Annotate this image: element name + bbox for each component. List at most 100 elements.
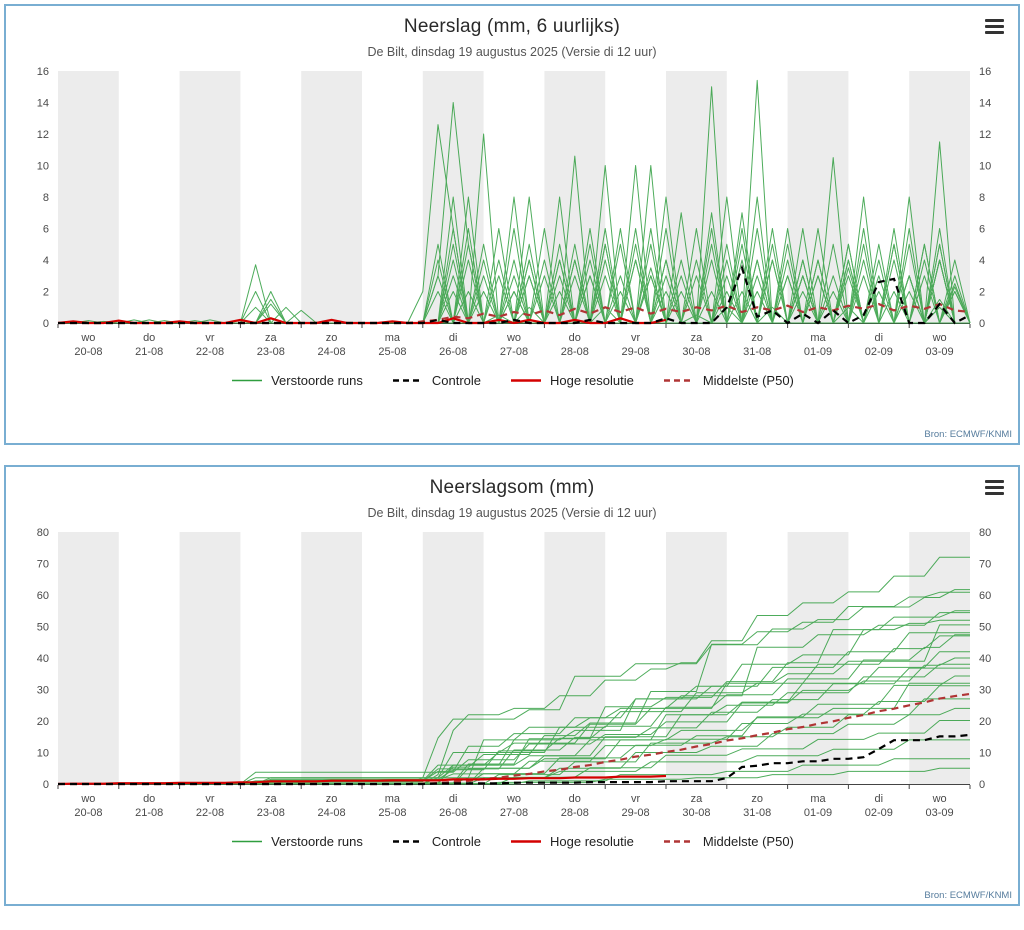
day-name-label: wo	[506, 332, 521, 344]
y-tick-label-left: 16	[37, 66, 49, 78]
y-tick-label-left: 2	[43, 287, 49, 299]
legend-item-verstoorde-runs[interactable]: Verstoorde runs	[230, 373, 363, 388]
day-name-label: vr	[631, 332, 641, 344]
day-name-label: do	[569, 793, 581, 805]
green-line-icon	[232, 379, 263, 382]
y-tick-label-left: 10	[37, 748, 49, 760]
hamburger-menu-icon[interactable]	[985, 480, 1004, 495]
day-date-label: 23-08	[257, 346, 285, 358]
day-name-label: zo	[751, 332, 763, 344]
day-name-label: zo	[326, 793, 338, 805]
legend-item-hoge-resolutie[interactable]: Hoge resolutie	[509, 834, 634, 849]
y-tick-label-right: 50	[979, 622, 991, 634]
page: Neerslag (mm, 6 uurlijks) De Bilt, dinsd…	[4, 4, 1020, 906]
day-name-label: di	[449, 332, 458, 344]
legend-label: Hoge resolutie	[550, 834, 634, 849]
day-date-label: 27-08	[500, 346, 528, 358]
precipitation-sum-panel: Neerslagsom (mm) De Bilt, dinsdag 19 aug…	[4, 465, 1020, 906]
precipitation-panel: Neerslag (mm, 6 uurlijks) De Bilt, dinsd…	[4, 4, 1020, 445]
day-name-label: wo	[932, 793, 947, 805]
darkred-dashed-line-icon	[663, 379, 694, 382]
y-tick-label-left: 70	[37, 559, 49, 571]
y-tick-label-left: 50	[37, 622, 49, 634]
day-name-label: di	[449, 793, 458, 805]
y-axis-labels: 0 0 2 2 4 4 6 6 8 8 10 10 12 12 14 14 16 16	[37, 66, 992, 330]
legend-label: Controle	[431, 834, 482, 849]
day-date-label: 30-08	[682, 346, 710, 358]
day-date-label: 29-08	[622, 346, 650, 358]
day-name-label: zo	[751, 793, 763, 805]
y-tick-label-left: 6	[43, 224, 49, 236]
y-tick-label-right: 20	[979, 716, 991, 728]
legend-item-verstoorde-runs[interactable]: Verstoorde runs	[230, 834, 363, 849]
legend-item-controle[interactable]: Controle	[391, 834, 481, 849]
precipitation-chart: 0 0 2 2 4 4 6 6 8 8 10 10 12 12 14 14 16 16 wo 20-08 do 21-08…	[37, 66, 992, 358]
legend-item-middelste-p50[interactable]: Middelste (P50)	[662, 373, 794, 388]
day-band	[301, 71, 362, 323]
day-name-label: za	[265, 793, 278, 805]
day-name-label: do	[569, 332, 581, 344]
day-name-label: zo	[326, 332, 338, 344]
day-name-label: do	[143, 793, 155, 805]
day-date-label: 25-08	[378, 807, 406, 819]
y-tick-label-right: 6	[979, 224, 985, 236]
day-date-label: 31-08	[743, 807, 771, 819]
day-name-label: wo	[80, 332, 95, 344]
day-name-label: za	[265, 332, 278, 344]
day-name-label: vr	[205, 332, 215, 344]
legend: Verstoorde runs Controle Hoge resolutie …	[6, 834, 1018, 849]
chart-title: Neerslagsom (mm)	[429, 477, 595, 498]
y-tick-label-right: 0	[979, 779, 985, 791]
legend-label: Middelste (P50)	[702, 834, 794, 849]
source-credit: Bron: ECMWF/KNMI	[924, 429, 1012, 440]
day-date-label: 02-09	[865, 807, 893, 819]
y-tick-label-right: 70	[979, 559, 991, 571]
day-name-label: ma	[810, 793, 826, 805]
day-band	[58, 71, 119, 323]
day-date-label: 01-09	[804, 346, 832, 358]
y-tick-label-right: 10	[979, 748, 991, 760]
day-band	[544, 532, 606, 784]
day-date-label: 25-08	[378, 346, 406, 358]
day-band	[179, 532, 241, 784]
day-name-label: za	[691, 332, 704, 344]
y-tick-label-right: 40	[979, 653, 991, 665]
chart-subtitle: De Bilt, dinsdag 19 augustus 2025 (Versi…	[367, 45, 657, 59]
day-date-label: 03-09	[926, 346, 954, 358]
y-tick-label-left: 14	[37, 98, 49, 110]
day-band	[58, 532, 119, 784]
y-tick-label-right: 30	[979, 685, 991, 697]
day-band	[179, 71, 241, 323]
x-axis-labels: wo 20-08 do 21-08 vr 22-08 za 23-08 zo 24-08 ma 25-…	[74, 332, 953, 358]
y-tick-label-left: 60	[37, 590, 49, 602]
y-tick-label-left: 20	[37, 716, 49, 728]
day-date-label: 28-08	[561, 346, 589, 358]
day-date-label: 24-08	[318, 807, 346, 819]
legend: Verstoorde runs Controle Hoge resolutie …	[6, 373, 1018, 388]
day-name-label: vr	[205, 793, 215, 805]
control-line	[58, 733, 971, 786]
day-date-label: 01-09	[804, 807, 832, 819]
day-band	[301, 532, 362, 784]
legend-item-controle[interactable]: Controle	[391, 373, 481, 388]
y-tick-label-left: 8	[43, 192, 49, 204]
day-date-label: 21-08	[135, 807, 163, 819]
legend-item-middelste-p50[interactable]: Middelste (P50)	[662, 834, 794, 849]
day-date-label: 22-08	[196, 346, 224, 358]
day-date-label: 28-08	[561, 807, 589, 819]
day-date-label: 23-08	[257, 807, 285, 819]
hamburger-menu-icon[interactable]	[985, 19, 1004, 34]
legend-item-hoge-resolutie[interactable]: Hoge resolutie	[509, 373, 634, 388]
chart-title: Neerslag (mm, 6 uurlijks)	[403, 16, 621, 37]
hamburger-bar	[985, 25, 1004, 28]
day-date-label: 24-08	[318, 346, 346, 358]
y-tick-label-right: 16	[979, 66, 991, 78]
day-date-label: 20-08	[74, 807, 102, 819]
y-tick-label-right: 60	[979, 590, 991, 602]
legend-label: Hoge resolutie	[550, 373, 634, 388]
y-tick-label-right: 0	[979, 318, 985, 330]
y-tick-label-left: 0	[43, 318, 49, 330]
chart-subtitle: De Bilt, dinsdag 19 augustus 2025 (Versi…	[367, 506, 657, 520]
hamburger-bar	[985, 486, 1004, 489]
day-date-label: 20-08	[74, 346, 102, 358]
